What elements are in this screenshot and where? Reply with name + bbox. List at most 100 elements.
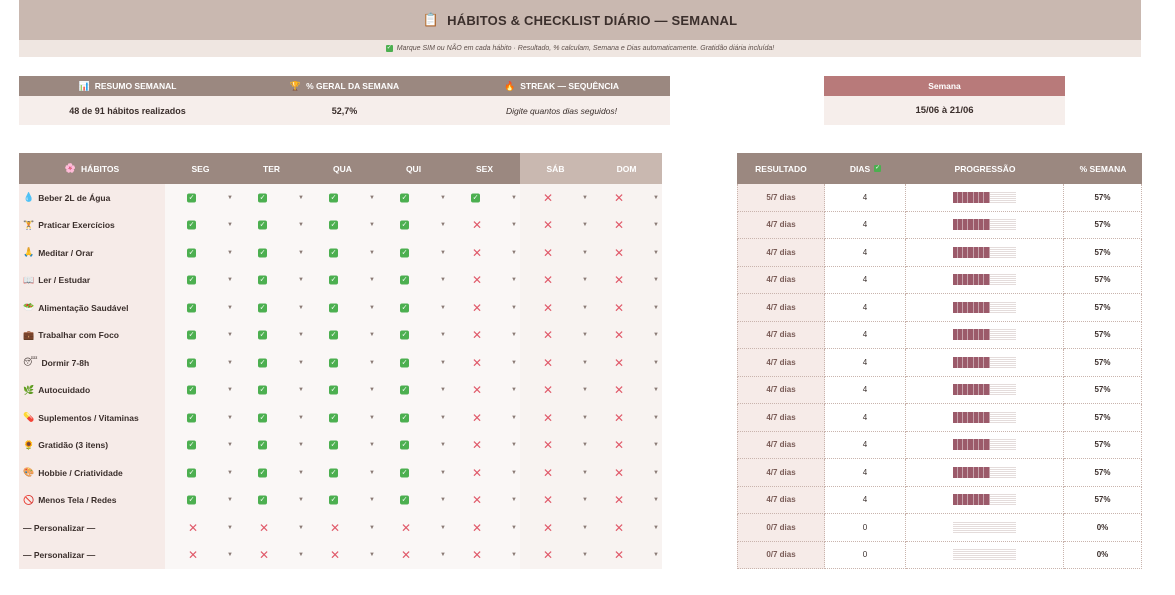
habit-day-select[interactable]: ✓ ▼ — [307, 321, 378, 349]
habit-day-select[interactable]: ✓ ▼ — [378, 376, 449, 404]
dropdown-arrow-icon[interactable]: ▼ — [653, 359, 659, 366]
dropdown-arrow-icon[interactable]: ▼ — [653, 442, 659, 449]
dropdown-arrow-icon[interactable]: ▼ — [440, 414, 446, 421]
habit-day-select[interactable]: ✓ ▼ — [307, 294, 378, 322]
dropdown-arrow-icon[interactable]: ▼ — [653, 469, 659, 476]
habit-day-select[interactable]: ✓ ▼ — [307, 431, 378, 459]
dropdown-arrow-icon[interactable]: ▼ — [511, 469, 517, 476]
habit-day-select[interactable]: ✓ ▼ — [307, 184, 378, 212]
habit-day-select[interactable]: ✕ ▼ — [449, 431, 520, 459]
habit-day-select[interactable]: ✕ ▼ — [307, 541, 378, 569]
dropdown-arrow-icon[interactable]: ▼ — [227, 497, 233, 504]
week-range[interactable]: 15/06 à 21/06 — [824, 96, 1065, 125]
habit-day-select[interactable]: ✓ ▼ — [165, 431, 236, 459]
dropdown-arrow-icon[interactable]: ▼ — [227, 387, 233, 394]
dropdown-arrow-icon[interactable]: ▼ — [227, 524, 233, 531]
habit-day-select[interactable]: ✕ ▼ — [307, 514, 378, 542]
dropdown-arrow-icon[interactable]: ▼ — [440, 194, 446, 201]
habit-name-cell[interactable]: — Personalizar — — [19, 541, 165, 569]
habit-name-cell[interactable]: 🥗 Alimentação Saudável — [19, 294, 165, 322]
dropdown-arrow-icon[interactable]: ▼ — [582, 359, 588, 366]
dropdown-arrow-icon[interactable]: ▼ — [227, 222, 233, 229]
dropdown-arrow-icon[interactable]: ▼ — [298, 222, 304, 229]
dropdown-arrow-icon[interactable]: ▼ — [369, 194, 375, 201]
dropdown-arrow-icon[interactable]: ▼ — [653, 222, 659, 229]
dropdown-arrow-icon[interactable]: ▼ — [227, 442, 233, 449]
habit-day-select[interactable]: ✓ ▼ — [307, 349, 378, 377]
habit-day-select[interactable]: ✓ ▼ — [236, 459, 307, 487]
dropdown-arrow-icon[interactable]: ▼ — [653, 414, 659, 421]
habit-day-select[interactable]: ✓ ▼ — [165, 184, 236, 212]
habit-day-select[interactable]: ✕ ▼ — [449, 541, 520, 569]
habit-day-select[interactable]: ✓ ▼ — [236, 404, 307, 432]
habit-day-select[interactable]: ✕ ▼ — [449, 459, 520, 487]
habit-day-select[interactable]: ✕ ▼ — [591, 239, 662, 267]
dropdown-arrow-icon[interactable]: ▼ — [653, 304, 659, 311]
habit-day-select[interactable]: ✕ ▼ — [378, 514, 449, 542]
habit-day-select[interactable]: ✕ ▼ — [520, 404, 591, 432]
habit-day-select[interactable]: ✕ ▼ — [449, 211, 520, 239]
dropdown-arrow-icon[interactable]: ▼ — [440, 332, 446, 339]
dropdown-arrow-icon[interactable]: ▼ — [440, 552, 446, 559]
habit-day-select[interactable]: ✓ ▼ — [378, 431, 449, 459]
habit-day-select[interactable]: ✓ ▼ — [236, 321, 307, 349]
habit-day-select[interactable]: ✕ ▼ — [449, 404, 520, 432]
dropdown-arrow-icon[interactable]: ▼ — [227, 277, 233, 284]
dropdown-arrow-icon[interactable]: ▼ — [582, 442, 588, 449]
dropdown-arrow-icon[interactable]: ▼ — [440, 469, 446, 476]
habit-name-cell[interactable]: — Personalizar — — [19, 514, 165, 542]
dropdown-arrow-icon[interactable]: ▼ — [298, 497, 304, 504]
habit-day-select[interactable]: ✕ ▼ — [449, 349, 520, 377]
habit-day-select[interactable]: ✓ ▼ — [378, 486, 449, 514]
habit-day-select[interactable]: ✕ ▼ — [591, 321, 662, 349]
habit-day-select[interactable]: ✓ ▼ — [236, 349, 307, 377]
habit-day-select[interactable]: ✓ ▼ — [236, 431, 307, 459]
dropdown-arrow-icon[interactable]: ▼ — [653, 277, 659, 284]
habit-day-select[interactable]: ✓ ▼ — [165, 239, 236, 267]
habit-day-select[interactable]: ✕ ▼ — [378, 541, 449, 569]
dropdown-arrow-icon[interactable]: ▼ — [511, 524, 517, 531]
dropdown-arrow-icon[interactable]: ▼ — [440, 222, 446, 229]
dropdown-arrow-icon[interactable]: ▼ — [227, 304, 233, 311]
dropdown-arrow-icon[interactable]: ▼ — [369, 497, 375, 504]
habit-day-select[interactable]: ✓ ▼ — [165, 486, 236, 514]
dropdown-arrow-icon[interactable]: ▼ — [511, 222, 517, 229]
habit-day-select[interactable]: ✓ ▼ — [307, 211, 378, 239]
dropdown-arrow-icon[interactable]: ▼ — [227, 414, 233, 421]
dropdown-arrow-icon[interactable]: ▼ — [440, 524, 446, 531]
habit-day-select[interactable]: ✕ ▼ — [449, 321, 520, 349]
habit-day-select[interactable]: ✓ ▼ — [307, 459, 378, 487]
habit-name-cell[interactable]: 📖 Ler / Estudar — [19, 266, 165, 294]
dropdown-arrow-icon[interactable]: ▼ — [582, 414, 588, 421]
dropdown-arrow-icon[interactable]: ▼ — [511, 414, 517, 421]
habit-day-select[interactable]: ✕ ▼ — [520, 541, 591, 569]
dropdown-arrow-icon[interactable]: ▼ — [653, 249, 659, 256]
habit-day-select[interactable]: ✕ ▼ — [520, 459, 591, 487]
habit-day-select[interactable]: ✕ ▼ — [591, 459, 662, 487]
dropdown-arrow-icon[interactable]: ▼ — [440, 497, 446, 504]
dropdown-arrow-icon[interactable]: ▼ — [440, 359, 446, 366]
habit-name-cell[interactable]: 🚫 Menos Tela / Redes — [19, 486, 165, 514]
dropdown-arrow-icon[interactable]: ▼ — [369, 469, 375, 476]
habit-day-select[interactable]: ✓ ▼ — [449, 184, 520, 212]
habit-day-select[interactable]: ✕ ▼ — [449, 514, 520, 542]
dropdown-arrow-icon[interactable]: ▼ — [369, 249, 375, 256]
dropdown-arrow-icon[interactable]: ▼ — [653, 332, 659, 339]
habit-name-cell[interactable]: 💧 Beber 2L de Água — [19, 184, 165, 212]
habit-day-select[interactable]: ✕ ▼ — [236, 514, 307, 542]
dropdown-arrow-icon[interactable]: ▼ — [511, 277, 517, 284]
habit-name-cell[interactable]: 🏋 Praticar Exercícios — [19, 211, 165, 239]
dropdown-arrow-icon[interactable]: ▼ — [653, 497, 659, 504]
habit-day-select[interactable]: ✕ ▼ — [520, 349, 591, 377]
habit-day-select[interactable]: ✕ ▼ — [520, 239, 591, 267]
habit-day-select[interactable]: ✓ ▼ — [378, 211, 449, 239]
dropdown-arrow-icon[interactable]: ▼ — [227, 332, 233, 339]
habit-day-select[interactable]: ✕ ▼ — [449, 486, 520, 514]
habit-day-select[interactable]: ✕ ▼ — [449, 294, 520, 322]
habit-day-select[interactable]: ✓ ▼ — [378, 294, 449, 322]
habit-day-select[interactable]: ✓ ▼ — [378, 184, 449, 212]
habit-day-select[interactable]: ✕ ▼ — [236, 541, 307, 569]
dropdown-arrow-icon[interactable]: ▼ — [298, 524, 304, 531]
dropdown-arrow-icon[interactable]: ▼ — [440, 249, 446, 256]
habit-day-select[interactable]: ✓ ▼ — [378, 266, 449, 294]
